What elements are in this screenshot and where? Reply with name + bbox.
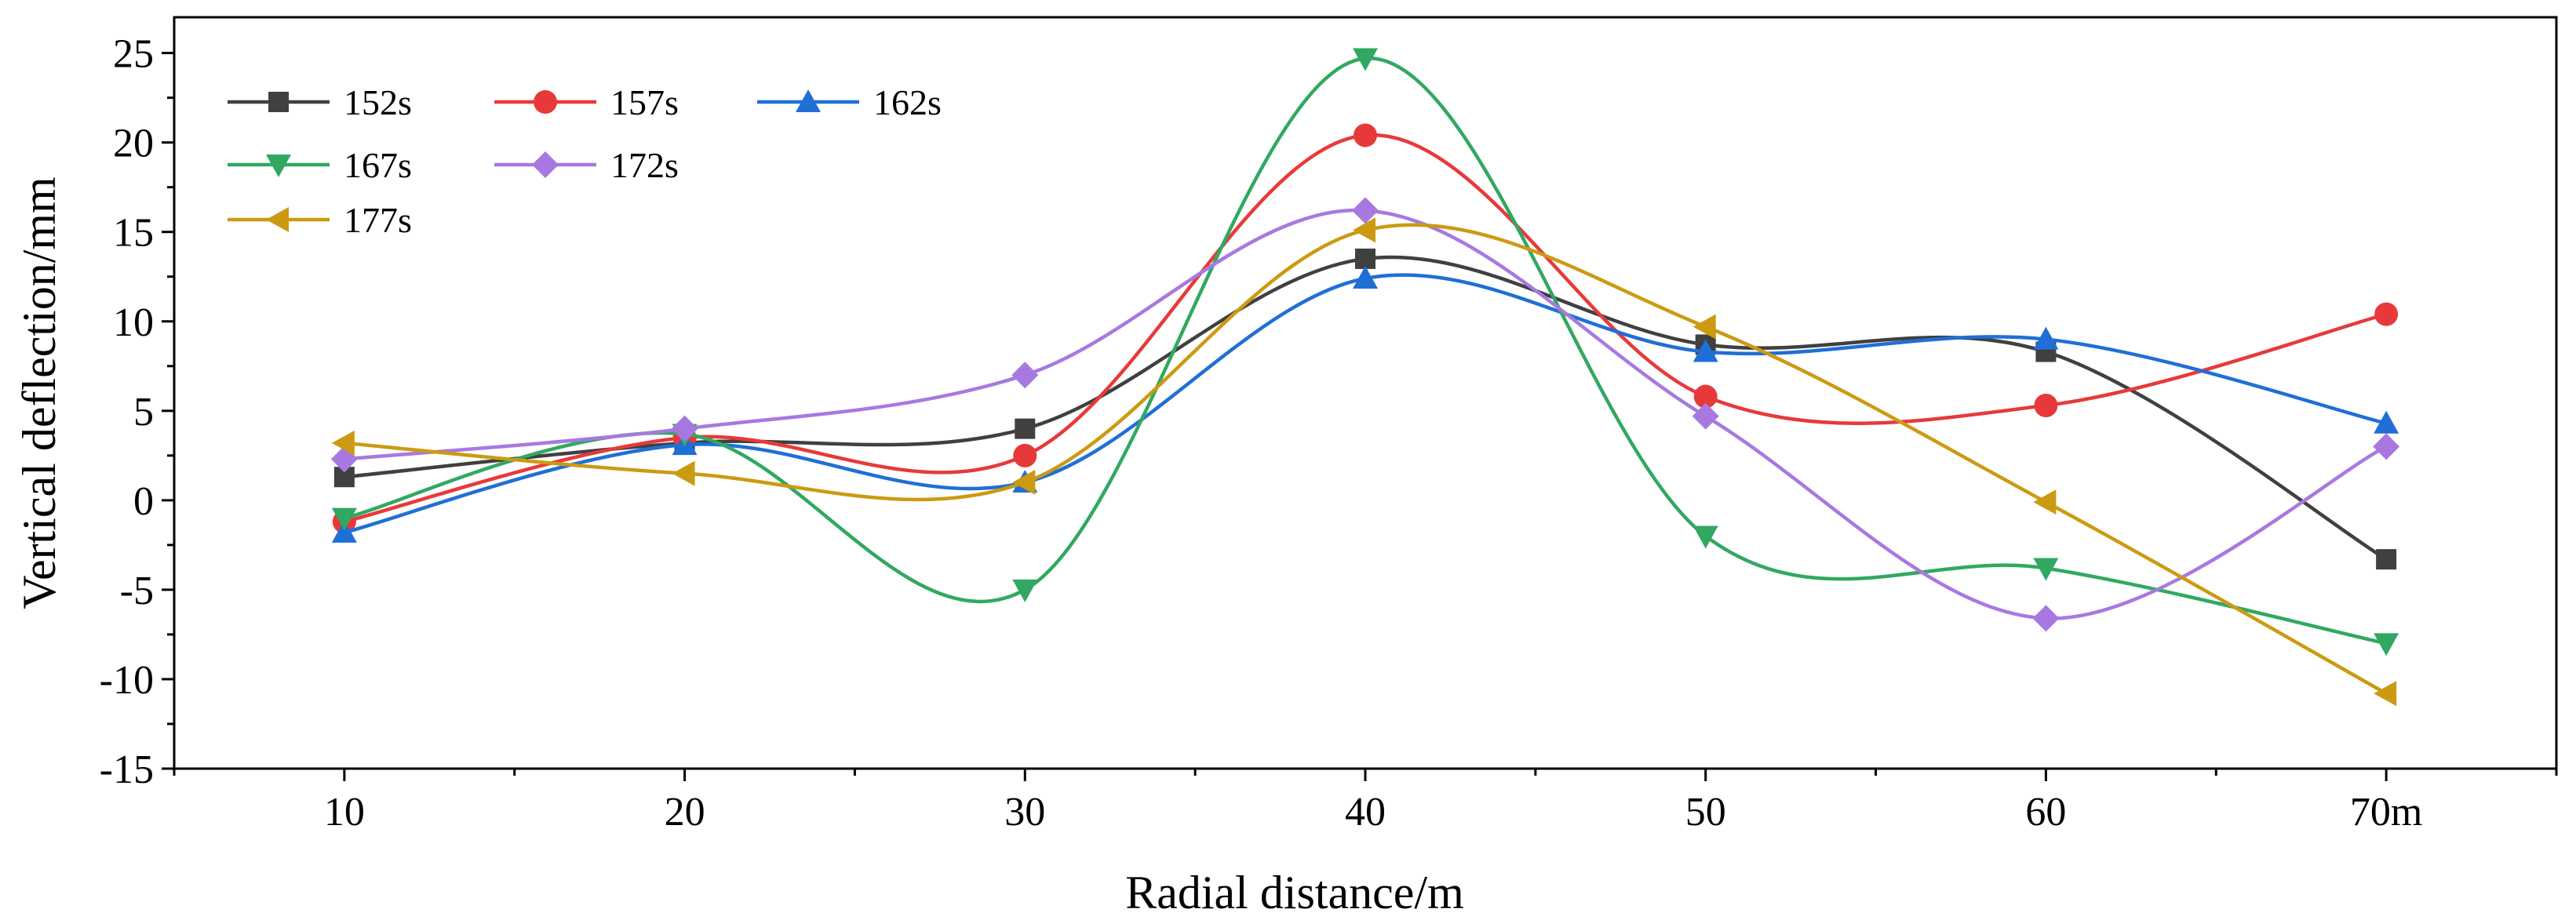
legend-label: 167s (344, 145, 412, 185)
legend-marker (266, 155, 291, 177)
data-point (2032, 605, 2060, 632)
data-point (2374, 681, 2397, 707)
legend-entry: 167s (228, 145, 412, 185)
data-point (1352, 197, 1379, 224)
legend-marker (268, 92, 289, 112)
series-162s (331, 266, 2399, 543)
data-point (1353, 266, 1378, 289)
legend-marker (532, 151, 559, 178)
legend-marker (796, 89, 821, 112)
data-point (1013, 443, 1037, 467)
data-point (1692, 314, 1716, 340)
legend-label: 177s (344, 200, 412, 240)
data-point (2374, 302, 2399, 326)
series-177s (331, 217, 2397, 707)
x-axis-title: Radial distance/m (1125, 867, 1464, 918)
legend: 152s 157s 162s 167s 172s 177s (228, 82, 942, 240)
y-tick-label: 20 (113, 122, 154, 166)
y-tick-label: 5 (133, 390, 154, 435)
y-tick-label: 10 (113, 300, 154, 345)
data-point (2034, 393, 2058, 417)
series-line (344, 223, 2388, 696)
data-point (331, 507, 357, 531)
legend-entry: 152s (228, 82, 412, 122)
data-point (1693, 384, 1718, 409)
y-tick-label: 15 (113, 211, 154, 256)
x-tick-label: 50 (1685, 790, 1726, 835)
legend-entry: 177s (228, 200, 412, 240)
data-point (1011, 362, 1039, 389)
data-point (1354, 123, 1377, 147)
data-point (671, 415, 698, 442)
data-point (331, 430, 355, 456)
legend-marker (534, 90, 557, 114)
legend-label: 162s (873, 82, 942, 122)
legend-entry: 157s (494, 82, 679, 122)
data-point (1012, 579, 1038, 602)
data-point (1692, 339, 1718, 362)
y-tick-label: 0 (133, 479, 154, 524)
series-152s (333, 248, 2397, 570)
series-line (344, 133, 2387, 524)
data-point (1692, 525, 1718, 549)
data-point (2376, 549, 2397, 570)
y-tick-label: 25 (113, 32, 154, 77)
series-172s (330, 197, 2400, 632)
legend-label: 152s (344, 82, 412, 122)
data-point (672, 460, 695, 486)
data-point (2374, 410, 2399, 434)
x-tick-label: 70m (2350, 790, 2422, 835)
y-tick-label: -10 (100, 658, 154, 703)
legend-label: 157s (610, 82, 679, 122)
x-tick-label: 40 (1345, 790, 1386, 835)
data-point (2033, 558, 2059, 581)
legend-label: 172s (610, 145, 679, 185)
data-point (1015, 418, 1036, 439)
data-point (2033, 326, 2059, 350)
data-point (1353, 217, 1375, 243)
x-tick-label: 20 (665, 790, 705, 835)
plot-lines (330, 48, 2400, 707)
x-tick-label: 30 (1004, 790, 1045, 835)
data-point (331, 519, 357, 543)
data-point (1353, 48, 1378, 71)
legend-entry: 172s (494, 145, 679, 185)
series-line (344, 273, 2387, 535)
y-tick-label: -15 (100, 747, 154, 792)
x-tick-label: 60 (2025, 790, 2066, 835)
data-point (2033, 489, 2057, 515)
y-tick-label: -5 (120, 569, 154, 613)
data-point (1692, 402, 1719, 430)
legend-entry: 162s (757, 82, 942, 122)
series-line (344, 255, 2388, 562)
data-point (2374, 633, 2399, 656)
y-axis-title: Vertical deflection/mm (13, 176, 65, 609)
x-tick-label: 10 (324, 790, 365, 835)
legend-marker (266, 207, 289, 232)
data-point (2373, 433, 2400, 460)
data-point (1012, 470, 1036, 496)
data-point (1355, 248, 1375, 269)
